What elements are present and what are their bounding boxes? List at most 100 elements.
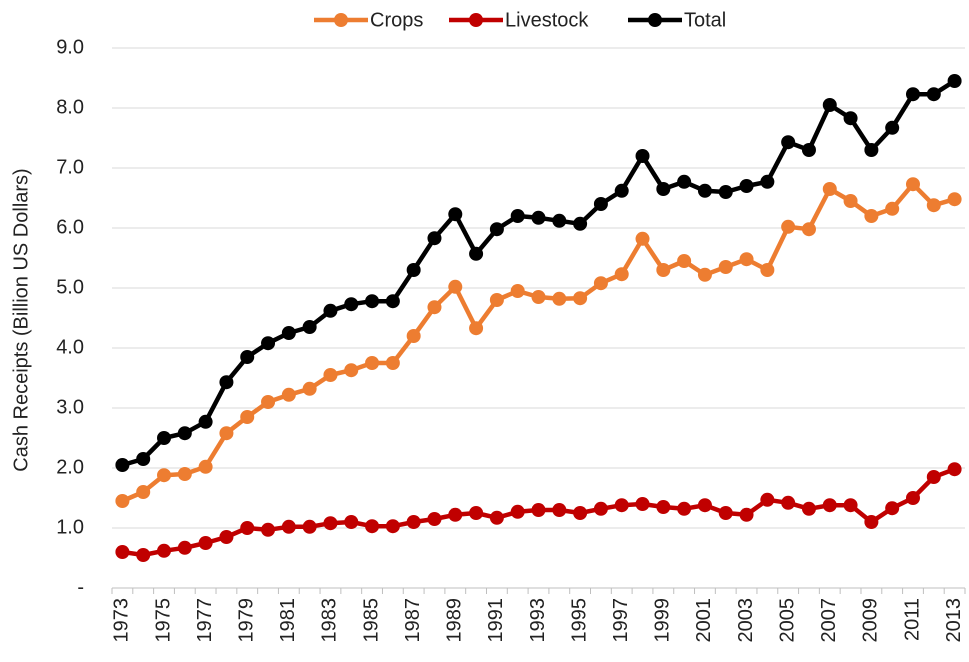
data-point (677, 174, 692, 189)
data-point (926, 198, 941, 213)
data-point (365, 356, 380, 370)
data-point (385, 294, 400, 309)
x-tick-label: 1991 (485, 598, 507, 643)
data-point (552, 503, 567, 517)
x-tick-label: 1995 (568, 598, 590, 643)
data-point (552, 213, 567, 228)
y-tick-label: 3.0 (56, 396, 84, 418)
data-point (822, 182, 837, 196)
data-point (157, 543, 172, 558)
data-point (157, 468, 172, 483)
data-point (864, 143, 879, 157)
y-tick-label: 6.0 (56, 216, 84, 238)
data-point (469, 246, 484, 261)
data-point (198, 459, 213, 474)
legend-label: Crops (370, 9, 423, 31)
y-tick-label: 1.0 (56, 516, 84, 538)
data-point (552, 291, 567, 306)
data-point (469, 506, 484, 520)
data-point (635, 497, 650, 511)
data-point (781, 135, 796, 150)
data-point (219, 375, 234, 390)
data-point (614, 498, 629, 513)
data-point (510, 504, 525, 519)
data-point (365, 519, 380, 534)
data-point (843, 111, 858, 126)
data-point (323, 303, 338, 318)
data-point (593, 501, 608, 516)
data-point (385, 356, 400, 370)
data-point (718, 260, 733, 274)
x-tick-label: 1983 (319, 598, 341, 643)
data-point (677, 254, 692, 268)
data-point (697, 183, 712, 198)
data-point (531, 210, 546, 225)
data-point (947, 462, 962, 477)
data-point (136, 452, 151, 466)
data-point (656, 182, 671, 196)
data-point (573, 506, 588, 520)
x-tick-label: 1985 (360, 598, 382, 643)
x-tick-label: 1987 (402, 598, 424, 643)
data-point (635, 231, 650, 246)
data-point (448, 507, 463, 522)
data-point (261, 395, 276, 409)
data-point (656, 500, 671, 514)
data-point (864, 515, 879, 529)
data-point (593, 197, 608, 211)
data-point (261, 336, 276, 351)
data-point (781, 219, 796, 234)
x-tick-label: 1979 (236, 598, 258, 643)
data-point (115, 545, 130, 559)
y-tick-label: 9.0 (56, 36, 84, 58)
x-tick-label: 2003 (735, 598, 757, 643)
x-tick-label: 2011 (901, 598, 923, 641)
data-point (697, 267, 712, 282)
data-point (406, 329, 421, 343)
data-point (885, 201, 900, 216)
data-point (843, 498, 858, 513)
y-tick-label: 5.0 (56, 276, 84, 298)
data-point (323, 516, 338, 531)
x-tick-label: 1993 (527, 598, 549, 643)
series-line (121, 79, 956, 468)
data-point (864, 209, 879, 223)
data-point (760, 263, 775, 277)
data-point (885, 120, 900, 135)
data-point (573, 216, 588, 231)
y-tick-label: - (77, 576, 84, 598)
data-point (448, 207, 463, 222)
data-point (926, 87, 941, 102)
x-tick-label: 1975 (152, 598, 174, 643)
y-tick-label: 2.0 (56, 456, 84, 478)
legend-label: Total (684, 9, 726, 31)
data-point (947, 74, 962, 88)
data-point (427, 512, 442, 526)
data-point (822, 498, 837, 513)
data-point (614, 267, 629, 282)
data-point (739, 252, 754, 267)
data-point (344, 297, 359, 312)
x-tick-label: 1981 (277, 598, 299, 643)
x-tick-label: 1977 (194, 598, 216, 643)
data-point (136, 485, 151, 499)
series-line (121, 181, 956, 504)
data-point (614, 183, 629, 198)
data-point (177, 426, 192, 441)
y-axis-label: Cash Receipts (Billion US Dollars) (10, 168, 32, 471)
data-point (469, 321, 484, 336)
x-tick-label: 2009 (860, 598, 882, 643)
data-point (115, 494, 130, 508)
data-point (531, 290, 546, 304)
data-point (739, 507, 754, 522)
data-point (801, 501, 816, 516)
data-point (240, 521, 255, 535)
data-point (489, 293, 504, 307)
data-point (489, 222, 504, 237)
legend-marker (648, 13, 662, 27)
data-point (926, 470, 941, 484)
data-point (822, 98, 837, 112)
legend-marker (334, 13, 348, 27)
data-point (281, 326, 296, 340)
data-point (947, 192, 962, 207)
